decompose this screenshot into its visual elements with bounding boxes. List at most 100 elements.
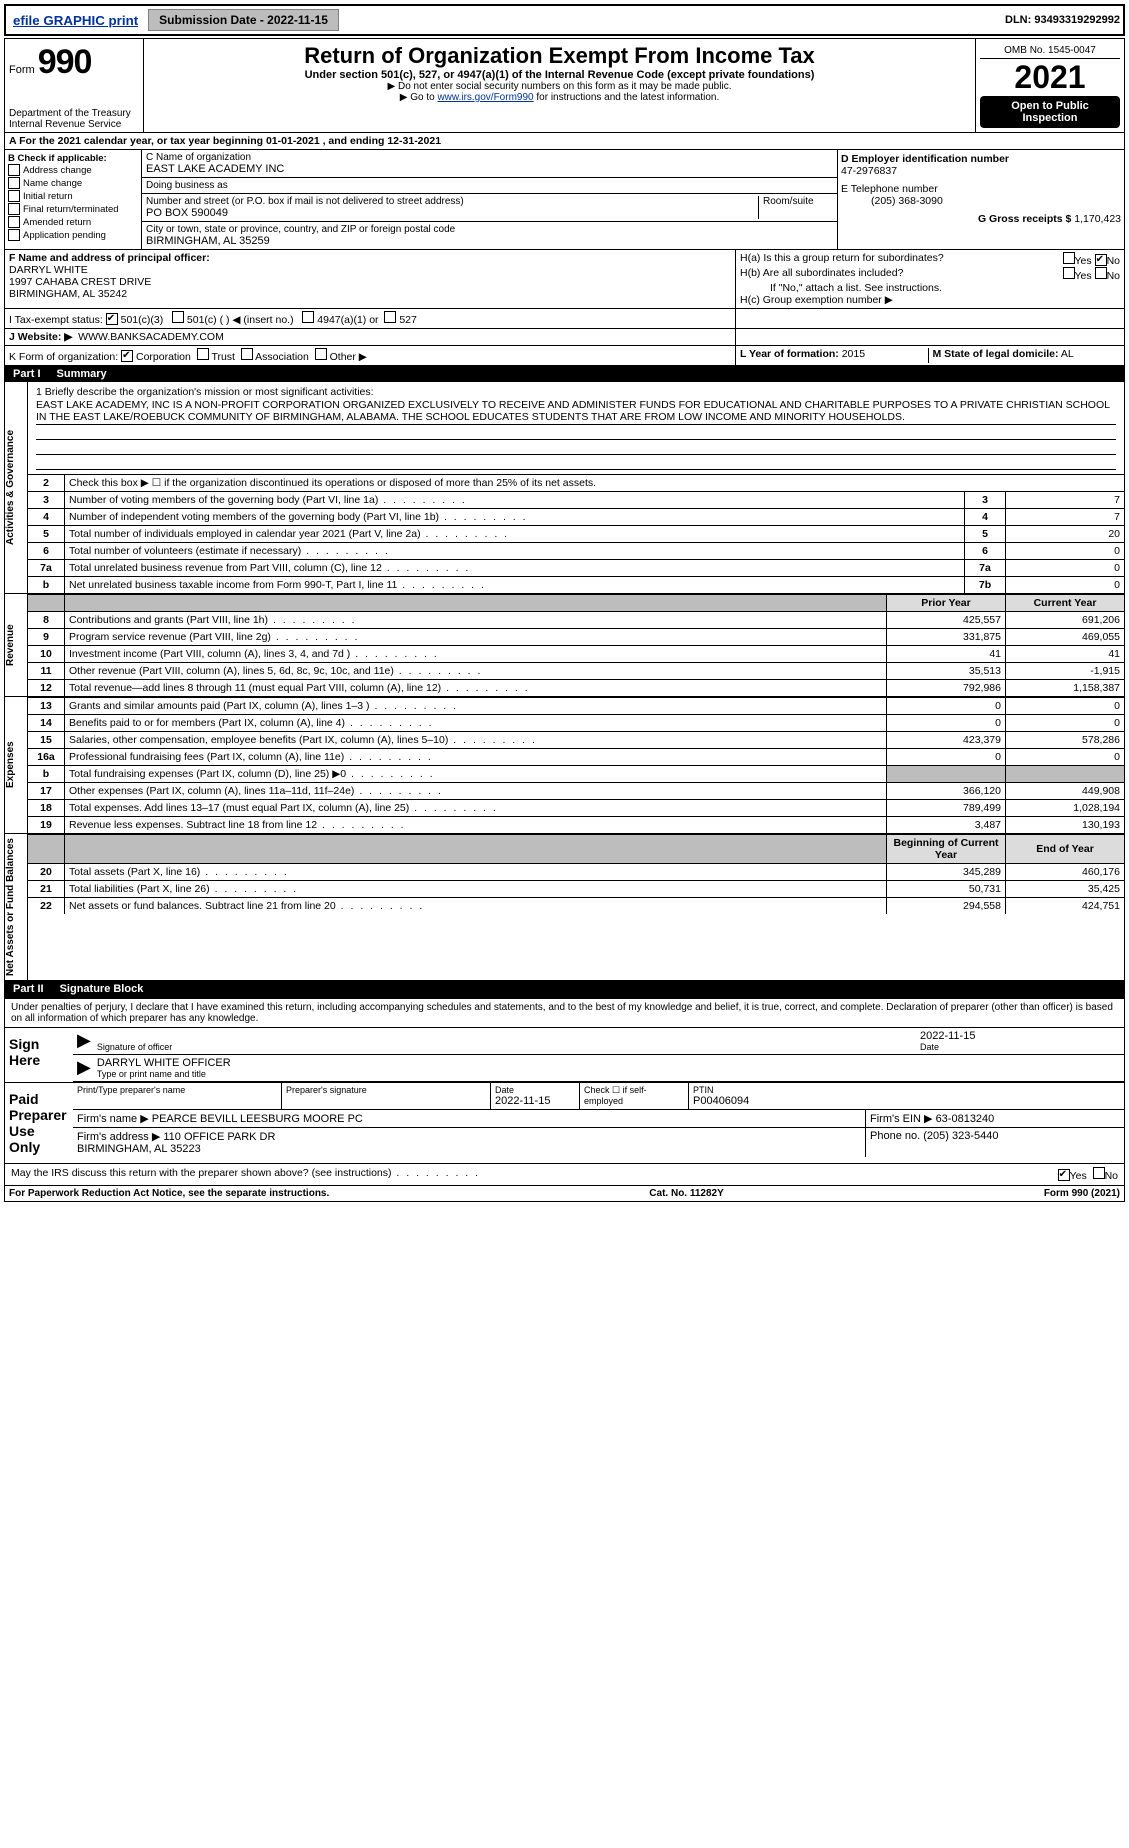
opt-4947: 4947(a)(1) or [317, 314, 378, 326]
l-label: L Year of formation: [740, 348, 839, 360]
mission-text: EAST LAKE ACADEMY, INC IS A NON-PROFIT C… [36, 398, 1116, 425]
footer-formno: 990 [1072, 1188, 1089, 1199]
prep-sig-lbl: Preparer's signature [286, 1085, 486, 1095]
h-note: If "No," attach a list. See instructions… [740, 282, 1120, 294]
form-title: Return of Organization Exempt From Incom… [152, 43, 967, 69]
perjury-text: Under penalties of perjury, I declare th… [5, 997, 1124, 1027]
yes-lbl2: Yes [1075, 270, 1092, 282]
firm-ein-lbl: Firm's EIN ▶ [870, 1113, 933, 1125]
chk-final[interactable] [8, 203, 20, 215]
opt-501c: 501(c) ( ) ◀ (insert no.) [187, 314, 294, 326]
officer-addr1: 1997 CAHABA CREST DRIVE [9, 276, 151, 288]
chk-ha-yes[interactable] [1063, 252, 1075, 264]
self-emp-lbl: Check ☐ if self-employed [580, 1083, 689, 1109]
vtab-expenses: Expenses [5, 697, 28, 833]
prep-date: 2022-11-15 [495, 1095, 575, 1107]
sig-name-label: Type or print name and title [97, 1069, 1120, 1079]
tax-year: 2021 [980, 59, 1120, 96]
inspection-badge: Open to Public Inspection [980, 96, 1120, 128]
dln-text: DLN: 93493319292992 [1005, 14, 1120, 26]
chk-address[interactable] [8, 164, 20, 176]
website-value: WWW.BANKSACADEMY.COM [78, 331, 224, 343]
form-label: Form [9, 64, 35, 76]
chk-initial[interactable] [8, 190, 20, 202]
e-label: E Telephone number [841, 183, 938, 195]
form-container: Form 990 Department of the Treasury Inte… [4, 38, 1125, 1202]
mission-question: 1 Briefly describe the organization's mi… [36, 386, 1116, 398]
arrow-icon: ▶ [77, 1057, 91, 1079]
chk-pending[interactable] [8, 229, 20, 241]
form-subtitle: Under section 501(c), 527, or 4947(a)(1)… [152, 69, 967, 81]
chk-corp[interactable] [121, 350, 133, 362]
chk-hb-yes[interactable] [1063, 267, 1075, 279]
efile-link[interactable]: efile GRAPHIC print [9, 10, 142, 31]
d-label: D Employer identification number [841, 153, 1009, 165]
yes-lbl3: Yes [1070, 1170, 1087, 1182]
submission-date-button[interactable]: Submission Date - 2022-11-15 [148, 9, 339, 31]
opt-other: Other ▶ [330, 351, 367, 363]
paid-preparer-label: Paid Preparer Use Only [5, 1083, 73, 1163]
j-label: J Website: ▶ [9, 331, 72, 343]
expenses-table: 13Grants and similar amounts paid (Part … [28, 697, 1124, 833]
governance-table: 2Check this box ▶ ☐ if the organization … [28, 474, 1124, 593]
vtab-revenue: Revenue [5, 594, 28, 696]
f-label: F Name and address of principal officer: [9, 252, 210, 264]
chk-amended[interactable] [8, 216, 20, 228]
chk-527[interactable] [384, 311, 396, 323]
room-label: Room/suite [759, 196, 833, 219]
part1-title: Summary [57, 368, 107, 380]
chk-discuss-yes[interactable] [1058, 1169, 1070, 1181]
chk-other[interactable] [315, 348, 327, 360]
sign-here-label: Sign Here [5, 1028, 73, 1082]
firm-ein: 63-0813240 [936, 1113, 995, 1125]
year-formation: 2015 [842, 348, 865, 360]
state-domicile: AL [1061, 348, 1074, 360]
city-value: BIRMINGHAM, AL 35259 [146, 235, 833, 247]
opt-amended: Amended return [23, 217, 91, 228]
gross-receipts: 1,170,423 [1074, 213, 1121, 225]
ha-label: H(a) Is this a group return for subordin… [740, 252, 944, 267]
c-name-label: C Name of organization [146, 152, 833, 163]
prep-name-lbl: Print/Type preparer's name [77, 1085, 277, 1095]
discuss-text: May the IRS discuss this return with the… [11, 1167, 392, 1179]
opt-assoc: Association [255, 351, 309, 363]
chk-assoc[interactable] [241, 348, 253, 360]
chk-name[interactable] [8, 177, 20, 189]
k-label: K Form of organization: [9, 351, 118, 363]
phone-value: (205) 368-3090 [871, 195, 943, 207]
opt-name: Name change [23, 178, 82, 189]
chk-hb-no[interactable] [1095, 267, 1107, 279]
m-label: M State of legal domicile: [933, 348, 1059, 360]
chk-501c[interactable] [172, 311, 184, 323]
hc-label: H(c) Group exemption number ▶ [740, 294, 1120, 306]
note-link: ▶ Go to www.irs.gov/Form990 for instruct… [152, 92, 967, 103]
top-bar: efile GRAPHIC print Submission Date - 20… [4, 4, 1125, 36]
no-lbl3: No [1105, 1170, 1118, 1182]
irs-link[interactable]: www.irs.gov/Form990 [437, 92, 533, 103]
opt-501c3: 501(c)(3) [121, 314, 164, 326]
chk-trust[interactable] [197, 348, 209, 360]
prep-date-lbl: Date [495, 1085, 575, 1095]
ein-value: 47-2976837 [841, 165, 897, 177]
note2-pre: ▶ Go to [400, 92, 438, 103]
b-label: B Check if applicable: [8, 153, 138, 164]
firm-name-lbl: Firm's name ▶ [77, 1113, 149, 1125]
officer-name: DARRYL WHITE [9, 264, 88, 276]
officer-addr2: BIRMINGHAM, AL 35242 [9, 288, 127, 300]
opt-corp: Corporation [136, 351, 191, 363]
vtab-netassets: Net Assets or Fund Balances [5, 834, 28, 980]
part2-title: Signature Block [60, 983, 144, 995]
opt-pending: Application pending [23, 230, 106, 241]
part1-header: Part I Summary [5, 366, 1124, 382]
chk-discuss-no[interactable] [1093, 1167, 1105, 1179]
sig-officer-label: Signature of officer [97, 1042, 920, 1052]
no-lbl2: No [1107, 270, 1120, 282]
part2-label: Part II [13, 983, 44, 995]
chk-ha-no[interactable] [1095, 254, 1107, 266]
dba-label: Doing business as [146, 180, 833, 191]
chk-4947[interactable] [302, 311, 314, 323]
opt-527: 527 [399, 314, 417, 326]
chk-501c3[interactable] [106, 313, 118, 325]
org-name: EAST LAKE ACADEMY INC [146, 163, 833, 175]
omb-number: OMB No. 1545-0047 [980, 43, 1120, 59]
